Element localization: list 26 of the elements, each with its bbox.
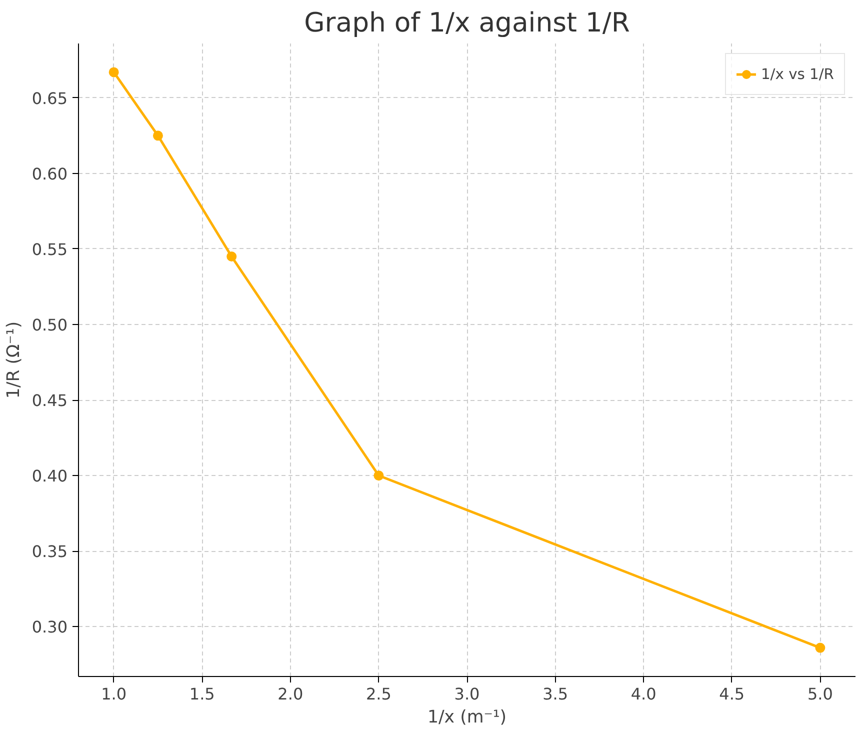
x-tick-label: 2.5 (366, 684, 392, 704)
point (108, 67, 119, 78)
x-axis-title: 1/x (m⁻¹) (427, 708, 507, 728)
y-tick-label: 0.45 (32, 391, 68, 410)
legend-label: 1/x vs 1/R (760, 66, 834, 82)
y-tick-label: 0.30 (32, 618, 68, 637)
x-tick-label: 3.0 (454, 684, 480, 704)
x-tick-label: 1.5 (189, 684, 215, 704)
point (152, 130, 163, 141)
point (226, 252, 237, 262)
y-tick-label: 0.60 (32, 164, 68, 184)
point (374, 470, 384, 481)
y-axis-title: 1/R (Ω⁻¹) (4, 321, 24, 399)
x-tick-label: 2.0 (278, 684, 304, 704)
y-tick-label: 0.40 (32, 466, 68, 486)
x-tick-label: 4.0 (630, 684, 656, 704)
y-tick-label: 0.55 (32, 240, 68, 259)
x-tick-label: 4.5 (719, 684, 745, 704)
x-tick-label: 1.0 (101, 684, 127, 704)
chart-title: Graph of 1/x against 1/R (304, 8, 630, 38)
y-tick-label: 0.65 (32, 88, 68, 108)
x-tick-label: 5.0 (807, 684, 833, 704)
y-tick-label: 0.50 (32, 316, 68, 334)
point (815, 642, 826, 653)
x-tick-label: 3.5 (542, 684, 568, 704)
y-tick-label: 0.35 (32, 542, 68, 562)
